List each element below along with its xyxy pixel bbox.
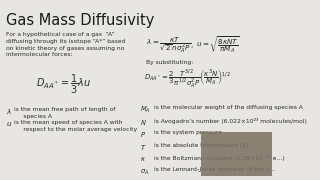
Text: $\lambda = \dfrac{\kappa T}{\sqrt{2}\,n\sigma_A^2 P}$: $\lambda = \dfrac{\kappa T}{\sqrt{2}\,n\… [146,35,190,55]
Text: is Avogadro’s number (6.022×10²³ molecules/mol): is Avogadro’s number (6.022×10²³ molecul… [154,118,307,123]
Text: is the system pressure: is the system pressure [154,130,222,135]
Text: $M_A$: $M_A$ [140,105,151,115]
Text: $T$: $T$ [140,143,147,152]
Text: $u = \sqrt{\dfrac{8\kappa N T}{\pi M_A}}$: $u = \sqrt{\dfrac{8\kappa N T}{\pi M_A}}… [196,35,240,56]
Text: is the absolute temperature (K): is the absolute temperature (K) [154,143,249,147]
Text: $P$: $P$ [140,130,146,139]
Text: $\kappa$: $\kappa$ [140,155,146,163]
Text: $\lambda$: $\lambda$ [6,107,12,116]
Text: For a hypothetical case of a gas  “A”
diffusing through its isotope “A*” based
o: For a hypothetical case of a gas “A” dif… [6,32,125,57]
Text: is the mean speed of species A with
     respect to the molar average velocity: is the mean speed of species A with resp… [14,120,137,132]
Text: $N$: $N$ [140,118,147,127]
Text: is the Lennard-Jones diameter of the s…: is the Lennard-Jones diameter of the s… [154,168,276,172]
Text: is the Boltzmann constant (1.38×10⁻²³ e…): is the Boltzmann constant (1.38×10⁻²³ e…… [154,155,285,161]
Text: is the mean free path of length of
     species A: is the mean free path of length of speci… [14,107,115,119]
Text: Gas Mass Diffusivity: Gas Mass Diffusivity [6,13,155,28]
Text: $D_{AA^*} = \dfrac{1}{3}\lambda u$: $D_{AA^*} = \dfrac{1}{3}\lambda u$ [36,73,92,96]
Text: is the molecular weight of the diffusing species A: is the molecular weight of the diffusing… [154,105,303,110]
Text: $\sigma_A$: $\sigma_A$ [140,168,149,177]
Text: $u$: $u$ [6,120,12,128]
Bar [201,132,272,176]
Text: By substituting:: By substituting: [146,60,193,65]
Text: $D_{AA^*} = \dfrac{2}{3}\dfrac{T^{3/2}}{\pi^{1/2}\sigma_A^2 P}\left(\dfrac{\kapp: $D_{AA^*} = \dfrac{2}{3}\dfrac{T^{3/2}}{… [144,68,231,90]
Text: ,: , [190,42,193,48]
